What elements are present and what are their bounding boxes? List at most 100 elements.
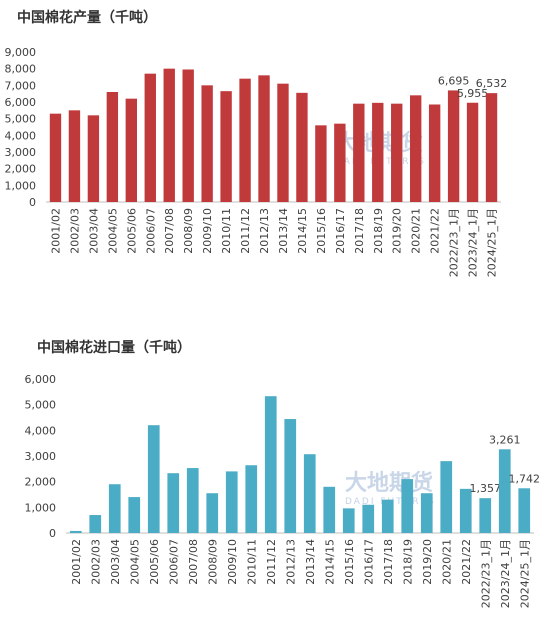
bar	[334, 123, 346, 202]
x-tick-label: 2014/15	[323, 539, 336, 585]
x-tick-label: 2022/23_1月	[448, 208, 461, 277]
x-tick-label: 2024/25_1月	[486, 208, 499, 277]
bar	[401, 479, 414, 533]
x-tick-label: 2011/12	[265, 539, 278, 585]
x-tick-label: 2017/18	[353, 208, 366, 254]
x-tick-label: 2002/03	[68, 208, 81, 254]
x-tick-label: 2002/03	[89, 539, 102, 585]
value-label: 6,695	[438, 74, 470, 87]
bar	[69, 530, 82, 533]
watermark: 大地期货	[345, 470, 433, 496]
y-tick-label: 8,000	[5, 63, 37, 76]
x-tick-label: 2012/13	[258, 208, 271, 254]
bar	[49, 113, 62, 202]
bar	[498, 449, 511, 533]
x-tick-label: 2011/12	[239, 208, 252, 254]
x-tick-label: 2018/19	[372, 208, 385, 254]
bar	[447, 90, 460, 202]
y-tick-label: 2,000	[25, 476, 57, 489]
x-tick-label: 2004/05	[128, 539, 141, 585]
y-tick-label: 6,000	[5, 96, 37, 109]
bar	[315, 125, 327, 202]
x-tick-label: 2005/06	[125, 208, 138, 254]
x-tick-label: 2022/23_1月	[479, 539, 492, 608]
x-tick-label: 2005/06	[148, 539, 161, 585]
x-tick-label: 2003/04	[109, 539, 122, 585]
bar	[518, 488, 531, 533]
y-tick-label: 6,000	[25, 373, 57, 386]
chart-title: 中国棉花进口量（千吨）	[37, 339, 191, 356]
y-tick-label: 1,000	[5, 179, 37, 192]
y-tick-label: 5,000	[25, 399, 57, 412]
bar	[391, 103, 403, 202]
bar	[182, 69, 194, 202]
value-label: 1,357	[470, 482, 502, 495]
x-tick-label: 2006/07	[144, 208, 157, 254]
bar	[167, 473, 180, 533]
bar	[163, 68, 175, 203]
bar	[201, 85, 213, 202]
bar	[323, 486, 336, 533]
y-tick-label: 4,000	[5, 129, 37, 142]
x-tick-label: 2007/08	[187, 539, 200, 585]
x-tick-label: 2004/05	[106, 208, 119, 254]
bar	[68, 110, 81, 202]
bar	[206, 493, 219, 533]
x-tick-label: 2023/24_1月	[499, 539, 512, 608]
x-tick-label: 2024/25_1月	[518, 539, 531, 608]
x-tick-label: 2006/07	[167, 539, 180, 585]
x-tick-label: 2012/13	[284, 539, 297, 585]
x-tick-label: 2007/08	[163, 208, 176, 254]
bar	[466, 102, 479, 202]
x-tick-label: 2017/18	[382, 539, 395, 585]
bar	[106, 92, 119, 202]
bar	[125, 98, 137, 202]
bar	[87, 115, 100, 202]
bar	[479, 498, 492, 533]
x-tick-label: 2013/14	[304, 539, 317, 585]
x-tick-label: 2019/20	[391, 208, 404, 254]
bar	[428, 104, 441, 202]
bar	[89, 515, 102, 533]
x-tick-label: 2016/17	[362, 539, 375, 585]
bar	[296, 92, 308, 202]
y-tick-label: 2,000	[5, 163, 37, 176]
x-tick-label: 2021/22	[460, 539, 473, 585]
bar	[303, 454, 316, 533]
x-tick-label: 2020/21	[410, 208, 423, 254]
x-tick-label: 2023/24_1月	[467, 208, 480, 277]
y-tick-label: 5,000	[5, 113, 37, 126]
value-label: 5,955	[457, 87, 489, 100]
bar	[381, 499, 394, 533]
bar	[220, 91, 232, 202]
x-tick-label: 2021/22	[429, 208, 442, 254]
y-tick-label: 0	[49, 527, 56, 540]
bar	[147, 425, 160, 533]
y-tick-label: 3,000	[5, 146, 37, 159]
y-tick-label: 4,000	[25, 424, 57, 437]
x-tick-label: 2009/10	[201, 208, 214, 254]
y-tick-label: 1,000	[25, 501, 57, 514]
y-tick-label: 0	[29, 196, 36, 209]
bar	[372, 102, 384, 202]
y-tick-label: 9,000	[5, 46, 37, 59]
x-tick-label: 2001/02	[49, 208, 62, 254]
bar	[284, 419, 297, 533]
y-tick-label: 7,000	[5, 79, 37, 92]
bar	[239, 78, 251, 202]
bar	[258, 75, 270, 202]
x-tick-label: 2009/10	[226, 539, 239, 585]
x-tick-label: 2015/16	[343, 539, 356, 585]
bar	[186, 468, 199, 533]
bar	[277, 83, 289, 202]
bar	[410, 95, 422, 202]
bar	[353, 103, 365, 202]
x-tick-label: 2001/02	[70, 539, 83, 585]
x-tick-label: 2010/11	[245, 539, 258, 585]
chart-title: 中国棉花产量（千吨）	[17, 9, 157, 26]
bar	[225, 471, 238, 533]
value-label: 3,261	[489, 433, 521, 446]
x-tick-label: 2018/19	[401, 539, 414, 585]
